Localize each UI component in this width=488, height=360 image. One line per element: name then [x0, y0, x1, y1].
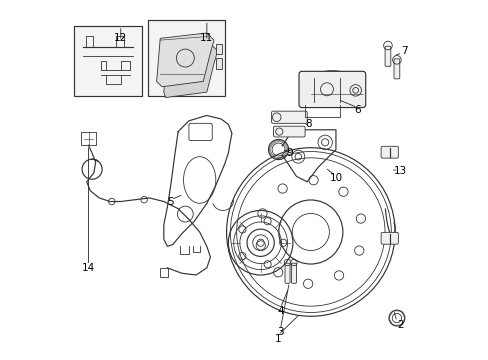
Text: 8: 8	[305, 120, 312, 129]
Text: 5: 5	[167, 197, 174, 207]
Text: 2: 2	[396, 320, 403, 330]
Text: 13: 13	[393, 166, 407, 176]
FancyBboxPatch shape	[298, 71, 365, 108]
FancyBboxPatch shape	[285, 263, 289, 283]
Bar	[81, 132, 96, 145]
Bar	[74, 26, 142, 96]
FancyBboxPatch shape	[273, 126, 305, 137]
FancyBboxPatch shape	[271, 111, 306, 123]
Bar	[215, 58, 222, 69]
Text: 1: 1	[275, 333, 281, 343]
FancyBboxPatch shape	[380, 146, 398, 158]
Bar	[159, 268, 168, 277]
Text: 6: 6	[353, 105, 360, 115]
FancyBboxPatch shape	[384, 46, 390, 66]
FancyBboxPatch shape	[393, 59, 399, 79]
Text: 12: 12	[114, 33, 127, 43]
Text: 10: 10	[329, 173, 342, 183]
FancyBboxPatch shape	[380, 232, 398, 244]
Bar	[215, 44, 222, 54]
Text: 11: 11	[200, 33, 213, 43]
Polygon shape	[156, 33, 214, 87]
Polygon shape	[163, 44, 217, 98]
FancyBboxPatch shape	[291, 263, 296, 283]
Text: 7: 7	[400, 46, 407, 56]
Text: 9: 9	[285, 148, 292, 158]
Bar	[147, 21, 224, 96]
Text: 4: 4	[277, 306, 283, 316]
Text: 3: 3	[277, 327, 283, 337]
Text: 14: 14	[81, 263, 95, 273]
